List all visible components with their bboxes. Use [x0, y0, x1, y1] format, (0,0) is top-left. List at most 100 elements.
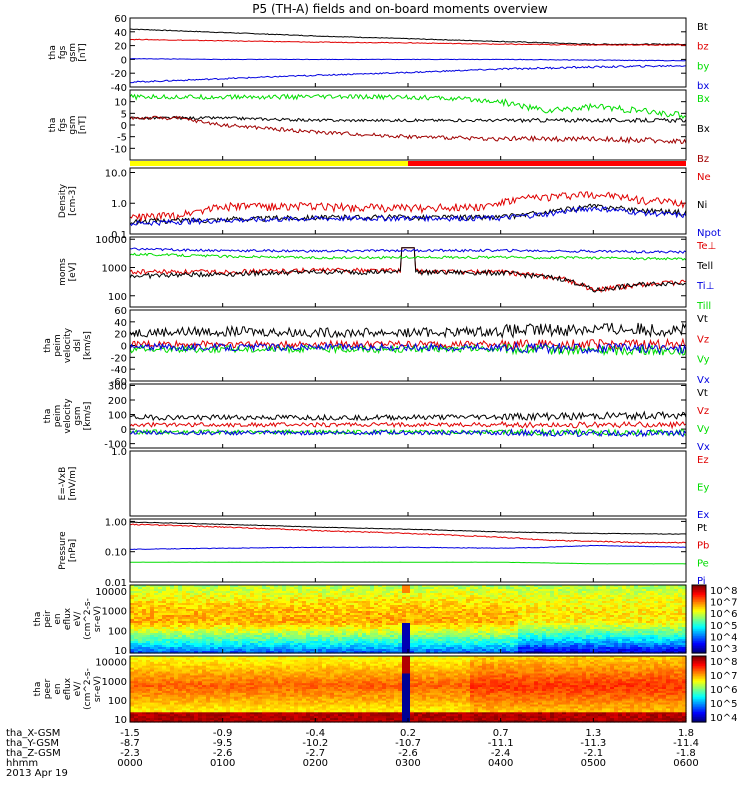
frame-efield — [130, 451, 686, 516]
legend-temperature-0: Te⊥ — [696, 241, 716, 252]
legend-efield-0: Ez — [697, 455, 709, 466]
ylabel-efield-0: E=-VxB — [58, 467, 68, 501]
ytick-label-peir-spectrogram-1: 1000 — [102, 607, 127, 618]
legend-velocity-gsm-0: Vt — [697, 388, 708, 399]
legend-velocity-gsm-3: Vx — [697, 442, 710, 453]
ylabel-peir-spectrogram-1: peir — [43, 610, 53, 628]
mode-bar-slow — [130, 161, 408, 166]
series-fgs-gsm-Bt — [130, 29, 686, 45]
ytick-label-velocity-gsm-2: 100 — [108, 411, 127, 422]
ytick-label-velocity-dsl-4: -20 — [111, 353, 127, 364]
ytick-label-temperature-0: 10000 — [95, 235, 127, 246]
legend-efield-2: Ex — [697, 510, 709, 521]
legend-fgs-gsm-zoom-0: Bx — [697, 94, 710, 105]
ylabel-peir-spectrogram-3: eflux — [63, 607, 73, 630]
ylabel-fgs-gsm-zoom-0: tha — [48, 118, 58, 133]
legend-velocity-dsl-2: Vy — [697, 355, 710, 366]
ylabel-velocity-gsm-3: gsm — [73, 406, 83, 425]
ytick-label-temperature-1: 1000 — [102, 263, 127, 274]
ytick-label-pressure-1: 0.10 — [105, 548, 127, 559]
ylabel-velocity-gsm-4: [km/s] — [83, 402, 93, 431]
ylabel-velocity-gsm-1: peim — [53, 405, 63, 428]
ytick-label-peir-spectrogram-0: 10000 — [95, 587, 127, 598]
ytick-label-efield-0: 1.0 — [111, 447, 127, 458]
legend-fgs-gsm-zoom-2: Bz — [697, 154, 709, 165]
legend-velocity-gsm-2: Vy — [697, 424, 710, 435]
legend-pressure-0: Pt — [697, 523, 707, 534]
series-velocity-gsm-Vt — [130, 412, 686, 420]
series-fgs-gsm-zoom-Bx — [130, 117, 686, 123]
ylabel-peir-spectrogram-0: tha — [33, 612, 43, 627]
ytick-label-fgs-gsm-4: -20 — [111, 69, 127, 80]
ytick-label-fgs-gsm-zoom-4: -10 — [111, 144, 127, 155]
legend-velocity-dsl-3: Vx — [697, 375, 710, 386]
legend-temperature-2: Ti⊥ — [696, 281, 714, 292]
mode-bar-fast — [408, 161, 686, 166]
ytick-label-velocity-dsl-1: 40 — [114, 318, 127, 329]
ytick-label-temperature-2: 100 — [108, 292, 127, 303]
series-temperature-Ti⊥ — [130, 248, 686, 253]
series-fgs-gsm-by — [130, 59, 686, 61]
series-pressure-Pi — [130, 562, 686, 564]
ytick-label-fgs-gsm-5: -40 — [111, 83, 127, 94]
series-pressure-Pe — [130, 545, 686, 549]
ylabel-fgs-gsm-zoom-1: fgs — [58, 118, 68, 132]
ytick-label-fgs-gsm-2: 20 — [114, 42, 127, 53]
ytick-label-fgs-gsm-zoom-1: 5 — [121, 109, 127, 120]
legend-fgs-gsm-0: Bt — [697, 22, 708, 33]
ytick-label-velocity-gsm-3: 0 — [121, 425, 127, 436]
series-velocity-gsm-Vz — [130, 422, 686, 428]
ytick-label-velocity-dsl-0: 60 — [114, 306, 127, 317]
ylabel-pressure-0: Pressure — [58, 531, 68, 570]
ytick-label-pressure-0: 1.00 — [105, 517, 127, 528]
ytick-label-velocity-gsm-0: 300 — [108, 381, 127, 392]
ylabel-fgs-gsm-3: [nT] — [78, 43, 88, 61]
ylabel-peir-spectrogram-2: en — [53, 613, 63, 624]
ytick-label-fgs-gsm-zoom-3: -5 — [117, 133, 127, 144]
ytick-label-velocity-dsl-5: -40 — [111, 365, 127, 376]
legend-density-0: Ne — [697, 172, 711, 183]
legend-fgs-gsm-3: bx — [697, 81, 709, 92]
legend-fgs-gsm-2: by — [697, 61, 709, 72]
ylabel-peir-spectrogram-5: (cm^2-s- — [83, 598, 93, 640]
legend-efield-1: Ey — [697, 483, 709, 494]
ytick-label-fgs-gsm-1: 40 — [114, 28, 127, 39]
frame-fgs-gsm-zoom — [130, 90, 686, 160]
ylabel-fgs-gsm-0: tha — [48, 45, 58, 60]
ytick-label-density-0: 10.0 — [105, 168, 127, 179]
ylabel-temperature-0: moms — [58, 258, 68, 286]
ytick-label-fgs-gsm-3: 0 — [121, 55, 127, 66]
ytick-label-peir-spectrogram-3: 10 — [114, 646, 127, 657]
ylabel-velocity-dsl-2: velocity — [63, 327, 73, 363]
ylabel-pressure-1: [nPa] — [68, 539, 78, 562]
series-fgs-gsm-zoom-Bx — [130, 95, 686, 118]
ytick-label-velocity-gsm-1: 200 — [108, 396, 127, 407]
plot-title: P5 (TH-A) fields and on-board moments ov… — [252, 2, 548, 16]
legend-fgs-gsm-1: bz — [697, 42, 709, 53]
frame-velocity-gsm — [130, 384, 686, 448]
ylabel-velocity-gsm-0: tha — [43, 409, 53, 424]
legend-density-2: Npot — [697, 228, 721, 239]
series-fgs-gsm-bx — [130, 65, 686, 83]
ylabel-density-1: [cm-3] — [68, 186, 78, 216]
ylabel-fgs-gsm-1: fgs — [58, 45, 68, 59]
ylabel-efield-1: [mV/m] — [68, 467, 78, 501]
legend-pressure-2: Pe — [697, 558, 709, 569]
frame-fgs-gsm — [130, 18, 686, 87]
panel-efield: E=-VxB[mV/m] 1.0 Ez Ey Ex — [58, 447, 709, 521]
ylabel-temperature-1: [eV] — [68, 263, 78, 282]
ylabel-density-0: Density — [58, 183, 68, 218]
legend-temperature-1: Tell — [696, 261, 713, 272]
legend-velocity-gsm-1: Vz — [697, 406, 709, 417]
legend-velocity-dsl-1: Vz — [697, 334, 709, 345]
ytick-label-velocity-dsl-3: 0 — [121, 342, 127, 353]
legend-temperature-3: Till — [696, 301, 711, 312]
